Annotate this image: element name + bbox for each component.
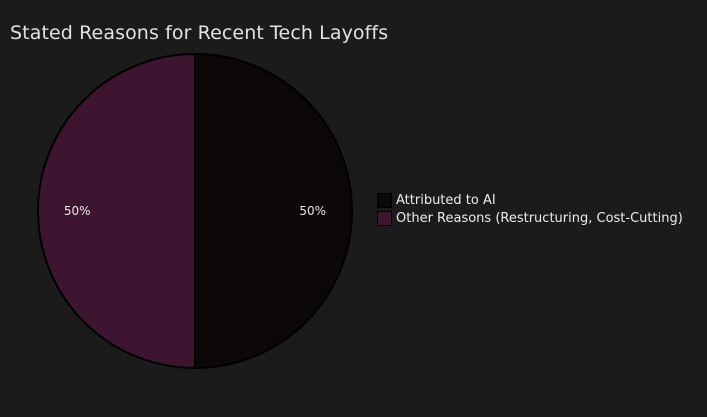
slice-label-other: 50% bbox=[64, 204, 91, 218]
legend-label-other: Other Reasons (Restructuring, Cost-Cutti… bbox=[396, 210, 683, 226]
legend: Attributed to AI Other Reasons (Restruct… bbox=[377, 191, 683, 227]
legend-swatch-ai bbox=[377, 192, 392, 208]
slice-label-ai: 50% bbox=[299, 204, 326, 218]
legend-label-ai: Attributed to AI bbox=[396, 192, 496, 208]
pie-slice-other bbox=[37, 52, 196, 370]
legend-swatch-other bbox=[377, 210, 392, 226]
pie-slice-ai bbox=[194, 52, 353, 370]
legend-item-other: Other Reasons (Restructuring, Cost-Cutti… bbox=[377, 209, 683, 227]
legend-item-ai: Attributed to AI bbox=[377, 191, 683, 209]
chart-title: Stated Reasons for Recent Tech Layoffs bbox=[10, 22, 389, 44]
